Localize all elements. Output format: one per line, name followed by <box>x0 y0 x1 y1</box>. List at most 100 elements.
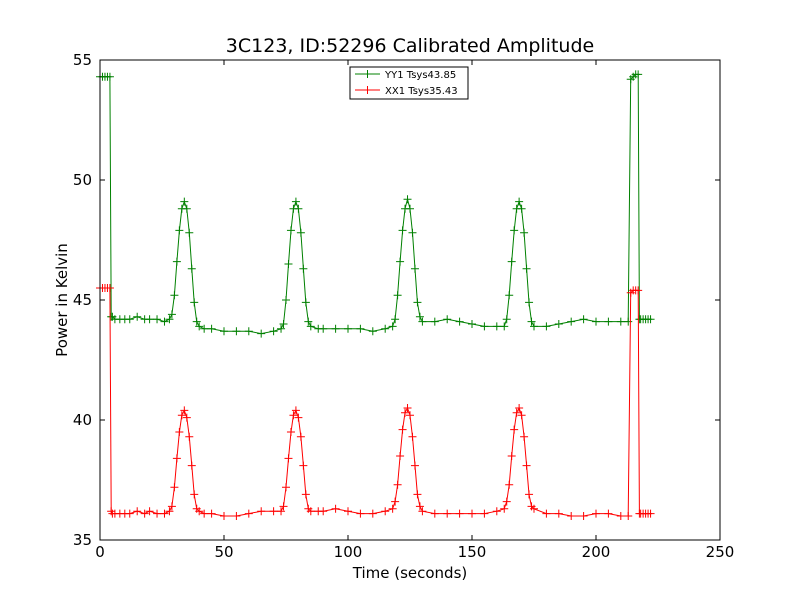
data-point <box>624 317 633 326</box>
data-point <box>604 509 613 518</box>
data-point <box>232 512 241 520</box>
data-point <box>510 226 519 235</box>
data-point <box>294 413 303 422</box>
data-point <box>344 324 352 333</box>
legend-marker-yy1 <box>363 70 372 78</box>
data-point <box>207 509 216 518</box>
data-point <box>282 483 290 492</box>
data-point <box>391 315 400 324</box>
data-point <box>468 509 476 518</box>
data-point <box>388 504 397 513</box>
data-point <box>140 509 149 518</box>
data-point <box>331 504 340 513</box>
data-point <box>192 317 201 326</box>
data-point <box>175 226 184 235</box>
data-point <box>396 452 405 460</box>
series-1 <box>96 284 655 520</box>
y-tick-label: 35 <box>73 531 92 549</box>
data-point <box>480 322 489 331</box>
data-point <box>500 322 509 331</box>
data-point <box>182 413 191 422</box>
data-point <box>408 432 417 441</box>
data-point <box>319 507 328 516</box>
chart-title: 3C123, ID:52296 Calibrated Amplitude <box>226 35 594 57</box>
data-point <box>616 512 625 520</box>
legend-box <box>349 66 469 100</box>
y-tick-label: 50 <box>73 171 92 189</box>
data-point <box>180 406 189 415</box>
data-point <box>244 509 253 518</box>
data-point <box>507 257 516 266</box>
data-point <box>294 204 303 213</box>
data-point <box>167 502 176 511</box>
data-point <box>398 226 407 235</box>
data-point <box>165 315 174 324</box>
data-point <box>296 432 305 441</box>
data-point <box>388 322 397 331</box>
series-0 <box>96 70 655 338</box>
data-point <box>286 428 295 436</box>
data-point <box>133 507 142 516</box>
x-tick-label: 150 <box>458 543 487 561</box>
data-point <box>244 327 253 336</box>
data-point <box>542 509 551 518</box>
data-point <box>579 315 588 324</box>
data-point <box>492 507 501 516</box>
data-point <box>232 327 241 336</box>
data-point <box>160 509 169 518</box>
data-point <box>180 197 189 206</box>
data-point <box>133 312 142 321</box>
data-point <box>406 411 414 420</box>
data-point <box>145 507 154 516</box>
data-point <box>170 483 179 492</box>
data-point <box>160 317 169 326</box>
ticks-layer: 0 50 100 150 200 250 35 40 45 50 55 <box>73 51 734 561</box>
data-point <box>408 228 417 237</box>
data-point <box>306 322 315 331</box>
legend-label-xx1: XX1 Tsys35.43 <box>385 86 458 97</box>
data-point <box>187 264 196 273</box>
data-point <box>525 490 534 499</box>
data-point <box>520 228 529 237</box>
data-point <box>153 509 162 518</box>
data-point <box>277 507 286 516</box>
data-point <box>554 320 563 328</box>
y-tick-label: 55 <box>73 51 92 69</box>
data-point <box>286 226 295 235</box>
data-point <box>190 298 199 307</box>
data-point <box>195 507 204 516</box>
data-point <box>403 404 412 412</box>
legend-label-yy1: YY1 Tsys43.85 <box>384 70 456 81</box>
data-point <box>368 327 377 336</box>
data-point <box>190 490 199 499</box>
data-point <box>517 204 526 213</box>
data-point <box>634 286 643 295</box>
series-line <box>100 287 651 517</box>
data-point <box>319 324 328 333</box>
data-point <box>299 461 308 470</box>
data-point <box>430 509 439 518</box>
x-tick-label: 250 <box>706 543 735 561</box>
data-point <box>282 296 290 304</box>
data-point <box>299 264 308 273</box>
data-point <box>530 504 538 513</box>
data-point <box>522 264 531 273</box>
data-point <box>413 298 422 307</box>
data-point <box>510 425 519 434</box>
legend: YY1 Tsys43.85 XX1 Tsys35.43 <box>349 66 469 100</box>
data-point <box>393 291 402 300</box>
data-point <box>220 327 228 336</box>
data-point <box>410 264 419 273</box>
data-point <box>418 507 427 516</box>
data-point <box>306 507 315 516</box>
data-point <box>153 315 162 324</box>
data-point <box>391 497 400 506</box>
data-point <box>277 324 286 333</box>
data-point <box>165 507 174 516</box>
data-point <box>415 312 424 321</box>
data-point <box>567 317 576 326</box>
x-tick-label: 100 <box>334 543 363 561</box>
data-point <box>522 461 531 470</box>
data-point <box>455 509 464 518</box>
data-point <box>296 228 305 237</box>
